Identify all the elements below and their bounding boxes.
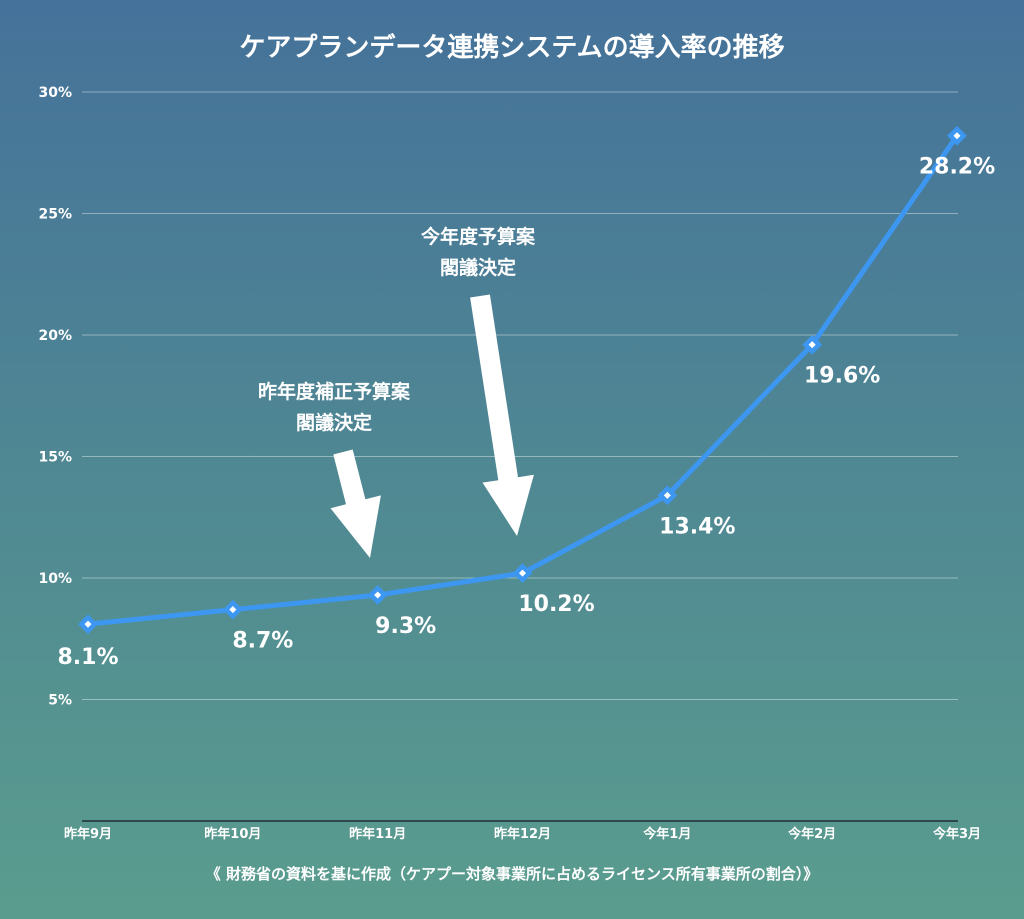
data-point-marker-center [518,569,527,577]
annotation-arrow [470,294,534,536]
x-axis-ticks: 昨年9月 昨年10月 昨年11月 昨年12月 今年1月 今年2月 今年3月 [64,826,981,842]
y-tick-label: 25% [38,207,72,223]
y-tick-label: 5% [48,693,72,709]
x-tick-label: 昨年11月 [349,826,406,842]
data-label: 8.7% [232,629,293,654]
annotation-text: 閣議決定 [296,411,372,434]
data-label: 19.6% [804,364,880,389]
data-label: 9.3% [375,614,436,639]
data-label: 13.4% [659,514,735,539]
x-tick-label: 今年1月 [642,826,691,842]
chart-title: ケアプランデータ連携システムの導入率の推移 [239,32,784,63]
x-tick-label: 昨年9月 [64,826,112,842]
y-tick-label: 30% [38,85,72,101]
annotation-text: 今年度予算案 [420,225,536,248]
y-tick-label: 20% [38,328,72,344]
annotation-text: 昨年度補正予算案 [258,380,411,403]
x-tick-label: 昨年12月 [494,826,551,842]
data-point-marker-center [229,606,237,614]
data-label: 28.2% [919,155,995,180]
data-label: 8.1% [57,645,118,670]
source-note: 《 財務省の資料を基に作成（ケアプー対象事業所に占めるライセンス所有事業所の割合… [206,865,818,883]
data-point-marker-center [374,591,382,599]
x-tick-label: 今年3月 [932,826,981,842]
data-point-marker-center [663,491,671,499]
x-tick-label: 今年2月 [787,826,836,842]
data-labels: 8.1% 8.7% 9.3% 10.2% 13.4% 19.6% 28.2% [57,155,995,670]
x-tick-label: 昨年10月 [204,826,261,842]
data-point-marker-center [808,341,816,349]
data-point-marker-center [953,132,961,140]
y-tick-label: 15% [38,450,72,466]
y-tick-label: 10% [38,571,72,587]
data-point-marker-center [84,620,92,628]
annotation-text: 閣議決定 [440,256,516,279]
y-axis-ticks: 5% 10% 15% 20% 25% 30% [38,85,72,709]
data-label: 10.2% [518,592,594,617]
grid-lines [82,91,958,700]
annotation-arrow [330,449,381,558]
